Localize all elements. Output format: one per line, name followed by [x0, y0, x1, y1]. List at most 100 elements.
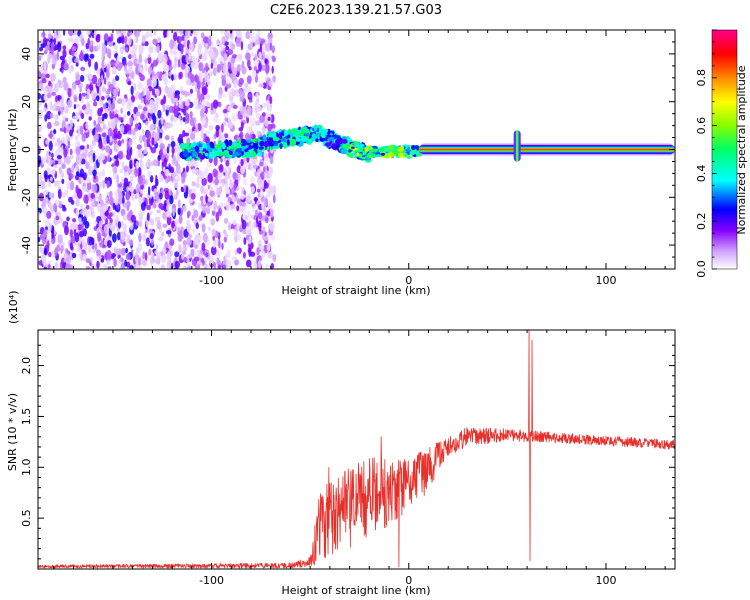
noise-cell — [173, 50, 178, 56]
noise-cell — [138, 196, 143, 206]
noise-cell — [186, 224, 191, 233]
noise-cell — [218, 239, 221, 249]
noise-cell — [134, 166, 139, 177]
noise-cell — [251, 52, 255, 57]
noise-cell — [168, 164, 171, 172]
noise-cell — [71, 164, 75, 174]
noise-cell — [93, 120, 97, 126]
noise-cell — [185, 65, 190, 73]
noise-cell — [245, 52, 251, 61]
noise-cell — [85, 258, 91, 264]
noise-cell — [98, 140, 103, 150]
noise-cell — [78, 235, 82, 245]
noise-cell — [212, 116, 219, 123]
noise-cell — [70, 199, 75, 205]
tone-cell — [271, 140, 279, 145]
noise-cell — [195, 162, 198, 168]
noise-cell — [40, 180, 46, 190]
noise-cell — [189, 117, 194, 126]
noise-cell — [124, 69, 130, 75]
noise-cell — [216, 38, 220, 46]
noise-cell — [262, 166, 266, 173]
tone-cell — [244, 151, 252, 158]
noise-cell — [47, 33, 53, 39]
noise-cell — [245, 132, 250, 140]
noise-cell — [80, 223, 84, 232]
noise-cell — [172, 173, 176, 182]
tone-cell — [192, 141, 196, 147]
noise-cell — [180, 45, 184, 55]
noise-cell — [135, 191, 140, 199]
noise-cell — [262, 112, 266, 117]
noise-cell — [167, 143, 171, 148]
noise-cell — [257, 177, 261, 185]
tone-cell — [191, 151, 198, 158]
noise-cell — [137, 148, 143, 154]
noise-cell — [112, 202, 116, 210]
noise-cell — [212, 67, 217, 77]
tone-cell — [204, 152, 209, 157]
tone-cell — [226, 146, 233, 150]
noise-cell — [41, 254, 45, 261]
noise-cell — [55, 262, 58, 268]
noise-cell — [268, 184, 272, 194]
noise-cell — [221, 36, 226, 46]
noise-cell — [66, 47, 70, 52]
noise-cell — [105, 145, 111, 153]
noise-cell — [157, 37, 161, 42]
noise-cell — [91, 74, 98, 85]
noise-cell — [166, 146, 170, 154]
tone-cell — [358, 147, 364, 154]
tone-cell — [223, 151, 229, 157]
noise-cell — [38, 98, 42, 109]
noise-cell — [139, 67, 144, 74]
noise-cell — [49, 222, 52, 232]
noise-cell — [195, 222, 199, 230]
noise-cell — [219, 30, 225, 34]
noise-cell — [191, 168, 197, 175]
noise-cell — [115, 75, 120, 82]
noise-cell — [171, 135, 174, 142]
noise-cell — [50, 176, 53, 182]
noise-cell — [116, 231, 121, 241]
noise-cell — [192, 228, 196, 234]
noise-cell — [161, 231, 165, 237]
noise-cell — [66, 133, 69, 141]
noise-cell — [66, 123, 71, 133]
noise-cell — [264, 58, 268, 64]
noise-cell — [56, 50, 60, 61]
noise-cell — [144, 148, 148, 155]
noise-cell — [142, 134, 146, 142]
noise-cell — [75, 209, 79, 215]
noise-cell — [179, 97, 183, 104]
noise-cell — [172, 207, 175, 217]
noise-cell — [53, 46, 57, 51]
noise-cell — [254, 257, 257, 264]
noise-cell — [96, 255, 103, 260]
noise-cell — [258, 222, 262, 232]
noise-cell — [168, 91, 174, 99]
tone-cell — [326, 134, 332, 138]
noise-cell — [250, 35, 256, 43]
noise-cell — [45, 196, 49, 204]
noise-cell — [78, 217, 82, 223]
noise-cell — [219, 46, 224, 52]
noise-cell — [146, 78, 152, 88]
noise-cell — [71, 126, 75, 133]
tone-cell — [297, 132, 304, 137]
noise-cell — [48, 140, 53, 151]
tone-cell — [209, 152, 213, 159]
noise-cell — [107, 154, 111, 161]
noise-cell — [117, 140, 122, 147]
noise-cell — [63, 62, 70, 71]
noise-cell — [223, 229, 227, 235]
noise-cell — [116, 174, 120, 185]
noise-cell — [139, 189, 144, 194]
noise-cell — [77, 128, 81, 137]
noise-cell — [103, 33, 109, 43]
noise-cell — [150, 147, 157, 154]
noise-cell — [200, 185, 205, 194]
noise-cell — [144, 31, 150, 39]
chart-title: C2E6.2023.139.21.57.G03 — [270, 3, 442, 18]
